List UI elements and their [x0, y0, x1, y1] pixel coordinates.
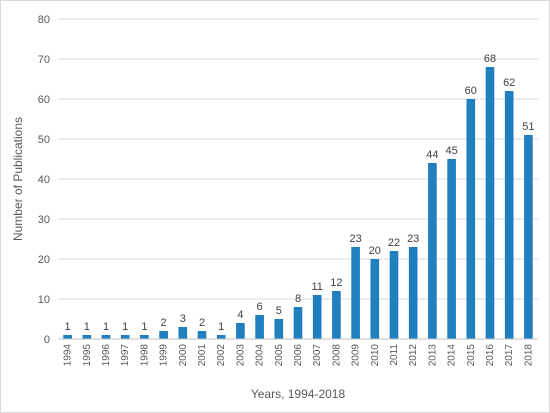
data-label-2011: 22: [388, 237, 400, 249]
data-label-2003: 4: [237, 309, 243, 321]
x-axis-title: Years, 1994-2018: [251, 387, 346, 401]
bar-1998: [140, 335, 149, 339]
data-label-2004: 6: [257, 301, 263, 313]
bar-2012: [408, 247, 418, 339]
data-label-2002: 1: [218, 321, 224, 333]
y-tick-label: 30: [38, 214, 50, 226]
bar-2017: [504, 91, 514, 339]
x-tick-label: 1995: [82, 344, 93, 367]
x-tick-label: 2012: [408, 344, 419, 367]
bars: [63, 67, 533, 339]
x-tick-label: 1999: [159, 344, 170, 367]
x-axis-tick-labels: 1994 1995 1996 1997 1998 1999 2000 2001 2002 2003…: [63, 344, 535, 367]
y-tick-label: 0: [44, 334, 50, 346]
x-tick-label: 2011: [389, 344, 400, 366]
bar-2004: [255, 315, 264, 339]
data-label-2008: 12: [330, 277, 342, 289]
y-tick-label: 40: [38, 174, 50, 186]
y-axis-title: Number of Publications: [11, 117, 25, 241]
bar-2011: [389, 251, 399, 339]
bar-2016: [485, 67, 495, 339]
x-tick-label: 2005: [274, 344, 285, 367]
bar-2013: [428, 163, 437, 339]
x-tick-label: 2004: [255, 344, 266, 367]
data-label-2014: 45: [445, 145, 457, 157]
data-label-2007: 11: [311, 281, 322, 293]
x-tick-label: 2015: [466, 344, 477, 367]
data-label-2016: 68: [484, 53, 496, 65]
bar-2000: [178, 327, 188, 339]
bar-2014: [447, 159, 456, 339]
x-tick-label: 1998: [139, 344, 150, 367]
bar-1994: [63, 335, 72, 339]
bar-2005: [274, 319, 284, 339]
data-label-1997: 1: [122, 321, 128, 333]
x-tick-label: 2009: [351, 344, 362, 367]
data-label-1999: 2: [161, 317, 167, 329]
x-tick-label: 2016: [485, 344, 496, 367]
data-label-2005: 5: [276, 305, 282, 317]
data-label-2015: 60: [465, 85, 477, 97]
data-label-2013: 44: [426, 149, 438, 161]
bar-2008: [332, 291, 341, 339]
bar-1996: [101, 335, 111, 339]
bar-1999: [159, 331, 168, 339]
y-tick-label: 50: [38, 134, 50, 146]
bar-2001: [197, 331, 207, 339]
data-label-2017: 62: [503, 77, 515, 89]
y-tick-label: 20: [38, 254, 50, 266]
gridlines: [58, 18, 538, 300]
y-axis-tick-labels: 0 10 20 30 40 50 60 70 80: [38, 14, 50, 346]
data-label-2000: 3: [180, 313, 186, 325]
data-label-1994: 1: [65, 321, 71, 333]
y-tick-label: 80: [38, 14, 50, 26]
data-label-1996: 1: [103, 321, 109, 333]
data-label-1995: 1: [84, 321, 90, 333]
x-tick-label: 2013: [427, 344, 438, 367]
bar-2015: [466, 99, 476, 339]
data-label-2018: 51: [522, 121, 534, 133]
data-label-2012: 23: [407, 233, 419, 245]
y-tick-label: 70: [38, 54, 50, 66]
x-tick-label: 1994: [63, 344, 74, 367]
bar-1995: [82, 335, 92, 339]
x-tick-label: 2000: [178, 344, 189, 367]
x-tick-label: 2008: [331, 344, 342, 367]
x-tick-label: 2017: [504, 344, 515, 367]
data-label-2001: 2: [199, 317, 205, 329]
bar-2002: [216, 335, 226, 339]
x-tick-label: 2002: [216, 344, 227, 367]
x-tick-label: 1996: [101, 344, 112, 367]
x-tick-label: 2010: [370, 344, 381, 367]
bar-2006: [293, 307, 303, 339]
x-tick-label: 2007: [312, 344, 323, 367]
data-label-2006: 8: [295, 293, 301, 305]
data-label-2009: 23: [349, 233, 361, 245]
bar-2007: [312, 295, 322, 339]
x-tick-label: 1997: [120, 344, 131, 367]
bar-2009: [351, 247, 360, 339]
x-tick-label: 2003: [235, 344, 246, 367]
bar-2018: [524, 135, 533, 339]
x-tick-label: 2014: [447, 344, 458, 367]
data-label-2010: 20: [369, 245, 381, 257]
y-tick-label: 60: [38, 94, 50, 106]
x-tick-label: 2001: [197, 344, 208, 367]
x-tick-label: 2006: [293, 344, 304, 367]
x-tick-label: 2018: [523, 344, 534, 367]
y-tick-label: 10: [38, 294, 50, 306]
bar-1997: [120, 335, 130, 339]
data-label-1998: 1: [141, 321, 147, 333]
bar-2010: [370, 259, 380, 339]
bar-2003: [236, 323, 245, 339]
